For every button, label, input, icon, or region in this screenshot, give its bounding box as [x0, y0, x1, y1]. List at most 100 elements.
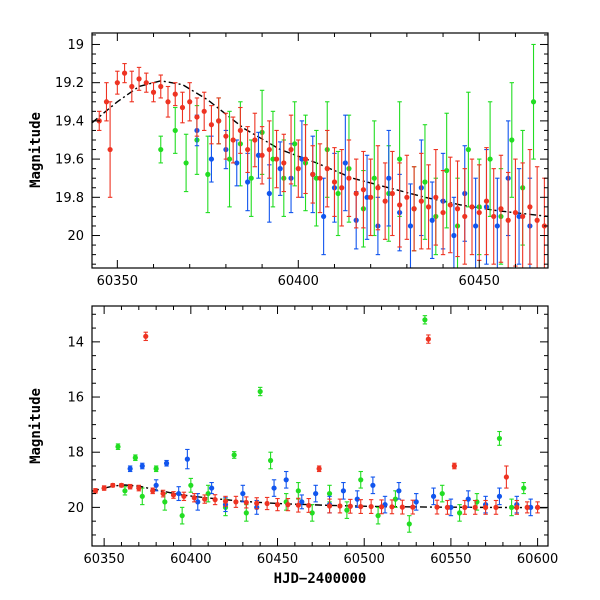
data-marker: [259, 152, 265, 158]
bottom-panel-point-b-16: [340, 482, 347, 500]
bottom-panel-y-tick-label: 20: [67, 501, 84, 516]
bottom-panel-point-r-7: [150, 487, 156, 495]
bottom-panel-point-r-40: [493, 499, 499, 515]
data-marker: [127, 466, 133, 472]
data-marker: [454, 206, 461, 212]
top-panel-data: [92, 43, 548, 268]
top-panel-point-r-58: [512, 158, 519, 267]
data-marker: [508, 504, 515, 510]
top-panel-point-g-0: [158, 135, 164, 164]
top-panel-point-b-5: [255, 131, 262, 179]
data-marker: [370, 482, 376, 488]
bottom-panel-point-g-20: [375, 506, 381, 525]
top-panel-point-r-28: [295, 139, 301, 198]
data-marker: [187, 99, 193, 105]
bottom-panel-point-b-22: [430, 487, 437, 506]
data-marker: [358, 477, 364, 483]
top-panel-point-r-35: [346, 139, 352, 217]
top-panel-point-r-44: [411, 166, 417, 252]
data-marker: [183, 160, 189, 166]
data-marker: [337, 503, 343, 509]
bottom-panel-point-r-9: [170, 491, 177, 499]
data-marker: [429, 217, 435, 223]
data-marker: [179, 513, 185, 519]
bottom-panel-point-b-4: [176, 486, 182, 502]
data-marker: [512, 209, 519, 216]
data-marker: [378, 504, 385, 510]
data-marker: [245, 179, 251, 185]
data-marker: [201, 108, 207, 114]
data-marker: [456, 510, 463, 516]
data-marker: [226, 156, 233, 162]
bottom-panel-point-r-22: [306, 498, 312, 513]
top-panel-point-r-34: [339, 148, 345, 227]
data-marker: [107, 146, 113, 153]
top-panel-point-r-14: [194, 97, 200, 137]
top-panel-point-r-54: [483, 147, 490, 256]
bottom-panel-point-b-14: [313, 484, 319, 503]
data-marker: [411, 206, 417, 212]
top-panel-point-r-53: [476, 164, 482, 261]
bottom-panel-point-g-2: [132, 454, 138, 462]
top-panel-point-r-40: [382, 162, 388, 240]
top-panel-point-r-41: [389, 150, 395, 237]
bottom-panel-point-b-0: [127, 465, 133, 473]
data-marker: [347, 503, 353, 509]
bottom-panel-point-r-28: [368, 499, 374, 514]
bottom-panel-point-g-25: [456, 504, 463, 522]
bottom-panel-point-r-15: [233, 495, 239, 508]
top-panel-point-b-21: [429, 181, 435, 259]
top-panel-point-g-10: [270, 110, 276, 208]
bottom-panel-point-r-3: [118, 482, 125, 488]
data-marker: [288, 146, 294, 153]
bottom-panel-point-b-7: [209, 482, 215, 495]
data-marker: [165, 99, 171, 105]
data-marker: [205, 171, 211, 177]
top-panel-point-r-49: [447, 156, 453, 254]
data-marker: [447, 202, 453, 208]
bottom-panel-point-r-25: [337, 498, 343, 514]
top-panel-point-r-29: [302, 124, 309, 195]
data-marker: [527, 204, 533, 210]
bottom-panel-point-b-11: [271, 479, 277, 497]
data-marker: [136, 76, 142, 82]
top-panel-point-r-24: [266, 120, 272, 179]
data-marker: [505, 217, 511, 223]
data-marker: [321, 213, 327, 220]
data-marker: [313, 490, 319, 497]
top-panel-point-r-21: [245, 126, 251, 174]
data-marker: [520, 213, 526, 220]
top-panel-point-r-18: [223, 112, 229, 160]
data-marker: [208, 122, 215, 128]
bottom-panel-point-b-19: [382, 495, 388, 514]
data-marker: [240, 490, 246, 497]
bottom-panel-x-tick-label: 60400: [170, 552, 211, 567]
data-marker: [530, 99, 537, 105]
data-marker: [462, 504, 468, 510]
bottom-panel-x-tick-label: 60350: [83, 552, 124, 567]
bottom-panel-point-g-19: [358, 470, 364, 489]
bottom-panel-axes: 60350 60400 60450 60500 60550 60600 14 16 18 20: [67, 305, 558, 567]
top-panel-point-r-33: [331, 147, 338, 217]
data-marker: [326, 490, 333, 497]
data-marker: [208, 156, 215, 162]
data-marker: [267, 457, 274, 464]
bottom-panel-x-axis-label: HJD−2400000: [274, 571, 367, 587]
top-panel-point-r-15: [201, 91, 207, 131]
bottom-panel-point-b-20: [396, 482, 402, 500]
bottom-panel-y-axis-label: Magnitude: [28, 388, 44, 464]
data-marker: [491, 213, 497, 220]
data-marker: [509, 137, 515, 143]
bottom-panel-point-r-24: [326, 498, 333, 514]
top-panel-point-b-17: [386, 129, 392, 227]
bottom-panel-point-r-42: [514, 499, 520, 515]
bottom-panel-point-r-30: [389, 499, 395, 515]
data-marker: [430, 493, 437, 499]
top-panel-y-tick-label: 19.4: [55, 114, 84, 129]
data-marker: [139, 493, 145, 499]
bottom-panel-point-r-17: [254, 497, 260, 510]
bottom-panel-point-b-13: [299, 494, 305, 510]
bottom-panel-point-b-9: [240, 484, 246, 503]
top-panel-point-r-20: [237, 106, 243, 154]
top-panel-point-r-12: [179, 91, 186, 124]
